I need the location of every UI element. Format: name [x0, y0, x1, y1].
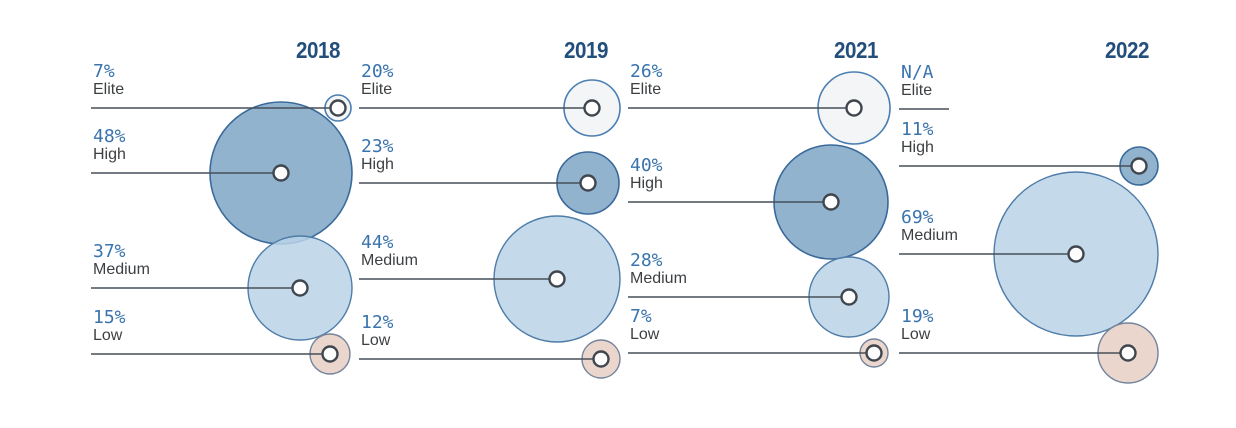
- center-dot-2019-elite: [583, 99, 601, 117]
- center-dot-2019-medium: [548, 270, 566, 288]
- percent-label: 19%: [901, 306, 934, 327]
- center-dot-2021-medium: [840, 288, 858, 306]
- center-dot-2021-elite: [845, 99, 863, 117]
- center-dot-2021-low: [865, 344, 883, 362]
- category-label: High: [361, 156, 394, 173]
- center-dot-2022-high: [1130, 157, 1148, 175]
- category-label: Low: [361, 332, 391, 349]
- category-label: Low: [93, 327, 123, 344]
- center-dot-2022-medium: [1067, 245, 1085, 263]
- percent-label: 15%: [93, 307, 126, 328]
- percent-label: 7%: [93, 61, 115, 82]
- center-dot-2019-high: [579, 174, 597, 192]
- year-label: 2018: [296, 37, 341, 63]
- category-label: High: [630, 175, 663, 192]
- percent-label: 48%: [93, 126, 126, 147]
- category-label: Low: [901, 326, 931, 343]
- category-label: Elite: [630, 81, 661, 98]
- percent-label: 37%: [93, 241, 126, 262]
- percent-label: N/A: [901, 62, 934, 83]
- category-label: Medium: [93, 261, 150, 278]
- percent-label: 12%: [361, 312, 394, 333]
- center-dot-2019-low: [592, 350, 610, 368]
- category-label: High: [93, 146, 126, 163]
- year-label: 2021: [834, 37, 879, 63]
- center-dot-2018-elite: [329, 99, 347, 117]
- category-label: Elite: [901, 82, 932, 99]
- percent-label: 20%: [361, 61, 394, 82]
- category-label: Medium: [630, 270, 687, 287]
- category-label: Medium: [361, 252, 418, 269]
- center-dot-2018-high: [272, 164, 290, 182]
- year-label: 2019: [564, 37, 608, 63]
- percent-label: 28%: [630, 250, 663, 271]
- percent-label: 44%: [361, 232, 394, 253]
- category-label: High: [901, 139, 934, 156]
- percent-label: 40%: [630, 155, 663, 176]
- center-dot-2018-low: [321, 345, 339, 363]
- percent-label: 69%: [901, 207, 934, 228]
- percent-label: 11%: [901, 119, 934, 140]
- percent-label: 26%: [630, 61, 663, 82]
- percent-label: 23%: [361, 136, 394, 157]
- category-label: Low: [630, 326, 660, 343]
- center-dot-2021-high: [822, 193, 840, 211]
- category-label: Medium: [901, 227, 958, 244]
- category-label: Elite: [361, 81, 392, 98]
- center-dot-2022-low: [1119, 344, 1137, 362]
- year-label: 2022: [1105, 37, 1149, 63]
- category-label: Elite: [93, 81, 124, 98]
- percent-label: 7%: [630, 306, 652, 327]
- center-dot-2018-medium: [291, 279, 309, 297]
